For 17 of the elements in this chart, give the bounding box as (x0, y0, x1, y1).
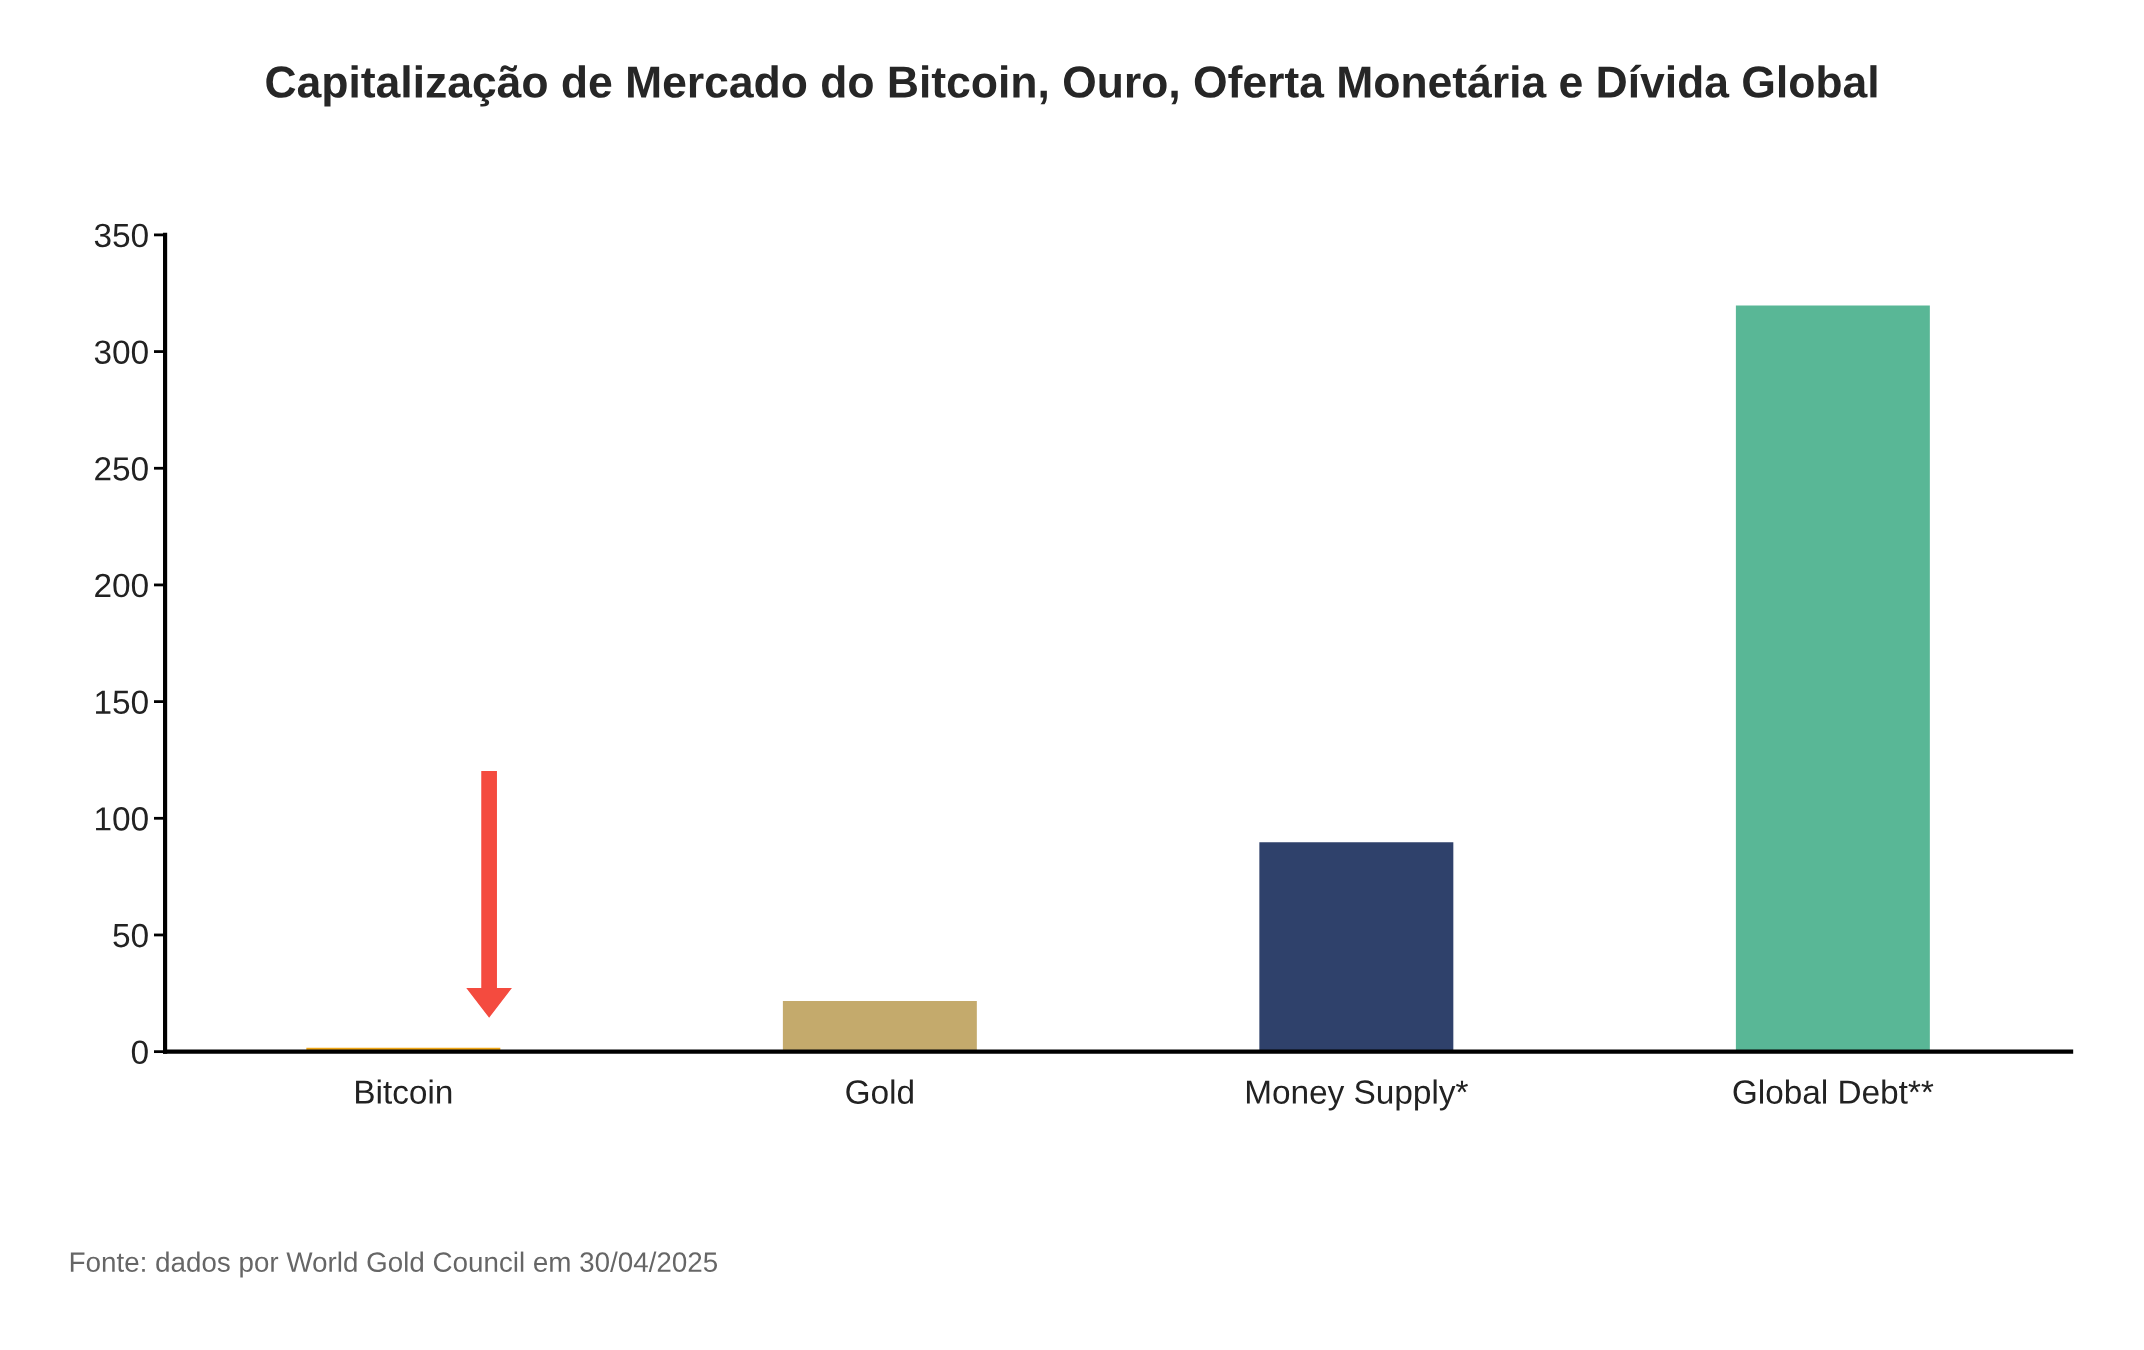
y-tick-label: 300 (94, 340, 148, 364)
x-tick-label: Global Debt** (1733, 1079, 1934, 1104)
x-tick-label: Gold (846, 1079, 913, 1104)
y-tick-label: 50 (113, 923, 148, 948)
y-tick-label: 100 (96, 807, 148, 831)
y-tick-label: 150 (96, 690, 148, 715)
bar (781, 999, 979, 1052)
y-tick-label: 200 (95, 573, 148, 598)
y-tick-label: 250 (95, 457, 148, 481)
x-tick-label: Money Supply* (1246, 1079, 1468, 1111)
bar (1734, 304, 1932, 1052)
y-tick-label: 350 (94, 223, 148, 248)
y-tick-label: 0 (131, 1040, 148, 1065)
source-note: Fonte: dados por World Gold Council em 30/04/2025 (70, 1251, 718, 1278)
x-tick-label: Bitcoin (356, 1079, 452, 1104)
chart-title: Capitalização de Mercado do Bitcoin, Ouro, Oferta Monetária e Dívida Global (266, 64, 1877, 107)
bar (1257, 840, 1455, 1052)
